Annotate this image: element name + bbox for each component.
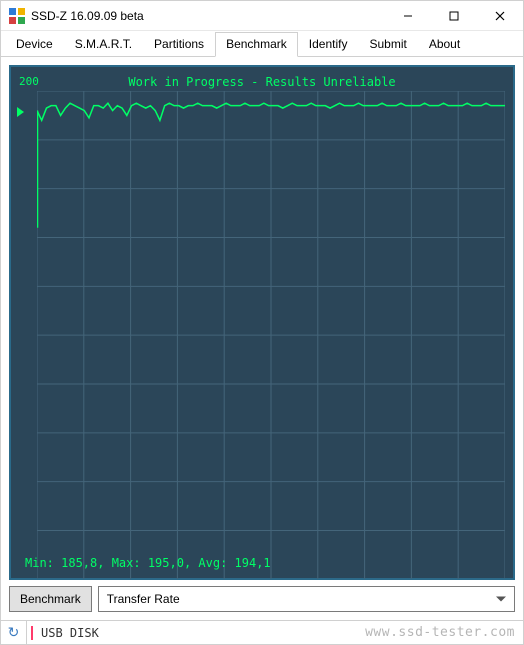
refresh-icon[interactable]: ↻ [1,621,27,644]
chart-title: Work in Progress - Results Unreliable [15,75,509,89]
dropdown-selected-label: Transfer Rate [107,592,180,606]
chart-frame: 200 Work in Progress - Results Unreliabl… [9,65,515,580]
benchmark-button[interactable]: Benchmark [9,586,92,612]
tab-device[interactable]: Device [5,32,64,57]
tab-s-m-a-r-t-[interactable]: S.M.A.R.T. [64,32,143,57]
tab-strip: DeviceS.M.A.R.T.PartitionsBenchmarkIdent… [1,31,523,57]
tab-partitions[interactable]: Partitions [143,32,215,57]
tab-content: 200 Work in Progress - Results Unreliabl… [1,57,523,620]
app-window: SSD-Z 16.09.09 beta DeviceS.M.A.R.T.Part… [0,0,524,645]
benchmark-chart [37,91,505,579]
window-title: SSD-Z 16.09.09 beta [31,9,385,23]
controls-row: Benchmark Transfer Rate [9,586,515,612]
titlebar: SSD-Z 16.09.09 beta [1,1,523,31]
disk-label: USB DISK [31,626,107,640]
chart-inner: 200 Work in Progress - Results Unreliabl… [15,71,509,574]
app-icon [9,8,25,24]
tab-about[interactable]: About [418,32,471,57]
benchmark-type-dropdown[interactable]: Transfer Rate [98,586,515,612]
window-buttons [385,1,523,30]
tab-identify[interactable]: Identify [298,32,359,57]
maximize-button[interactable] [431,1,477,30]
chart-stats: Min: 185,8, Max: 195,0, Avg: 194,1 [25,556,271,570]
statusbar: ↻ USB DISK www.ssd-tester.com [1,620,523,644]
tab-submit[interactable]: Submit [358,32,417,57]
minimize-button[interactable] [385,1,431,30]
chart-marker-icon [17,107,24,117]
tab-benchmark[interactable]: Benchmark [215,32,298,57]
watermark: www.ssd-tester.com [365,625,523,640]
close-button[interactable] [477,1,523,30]
